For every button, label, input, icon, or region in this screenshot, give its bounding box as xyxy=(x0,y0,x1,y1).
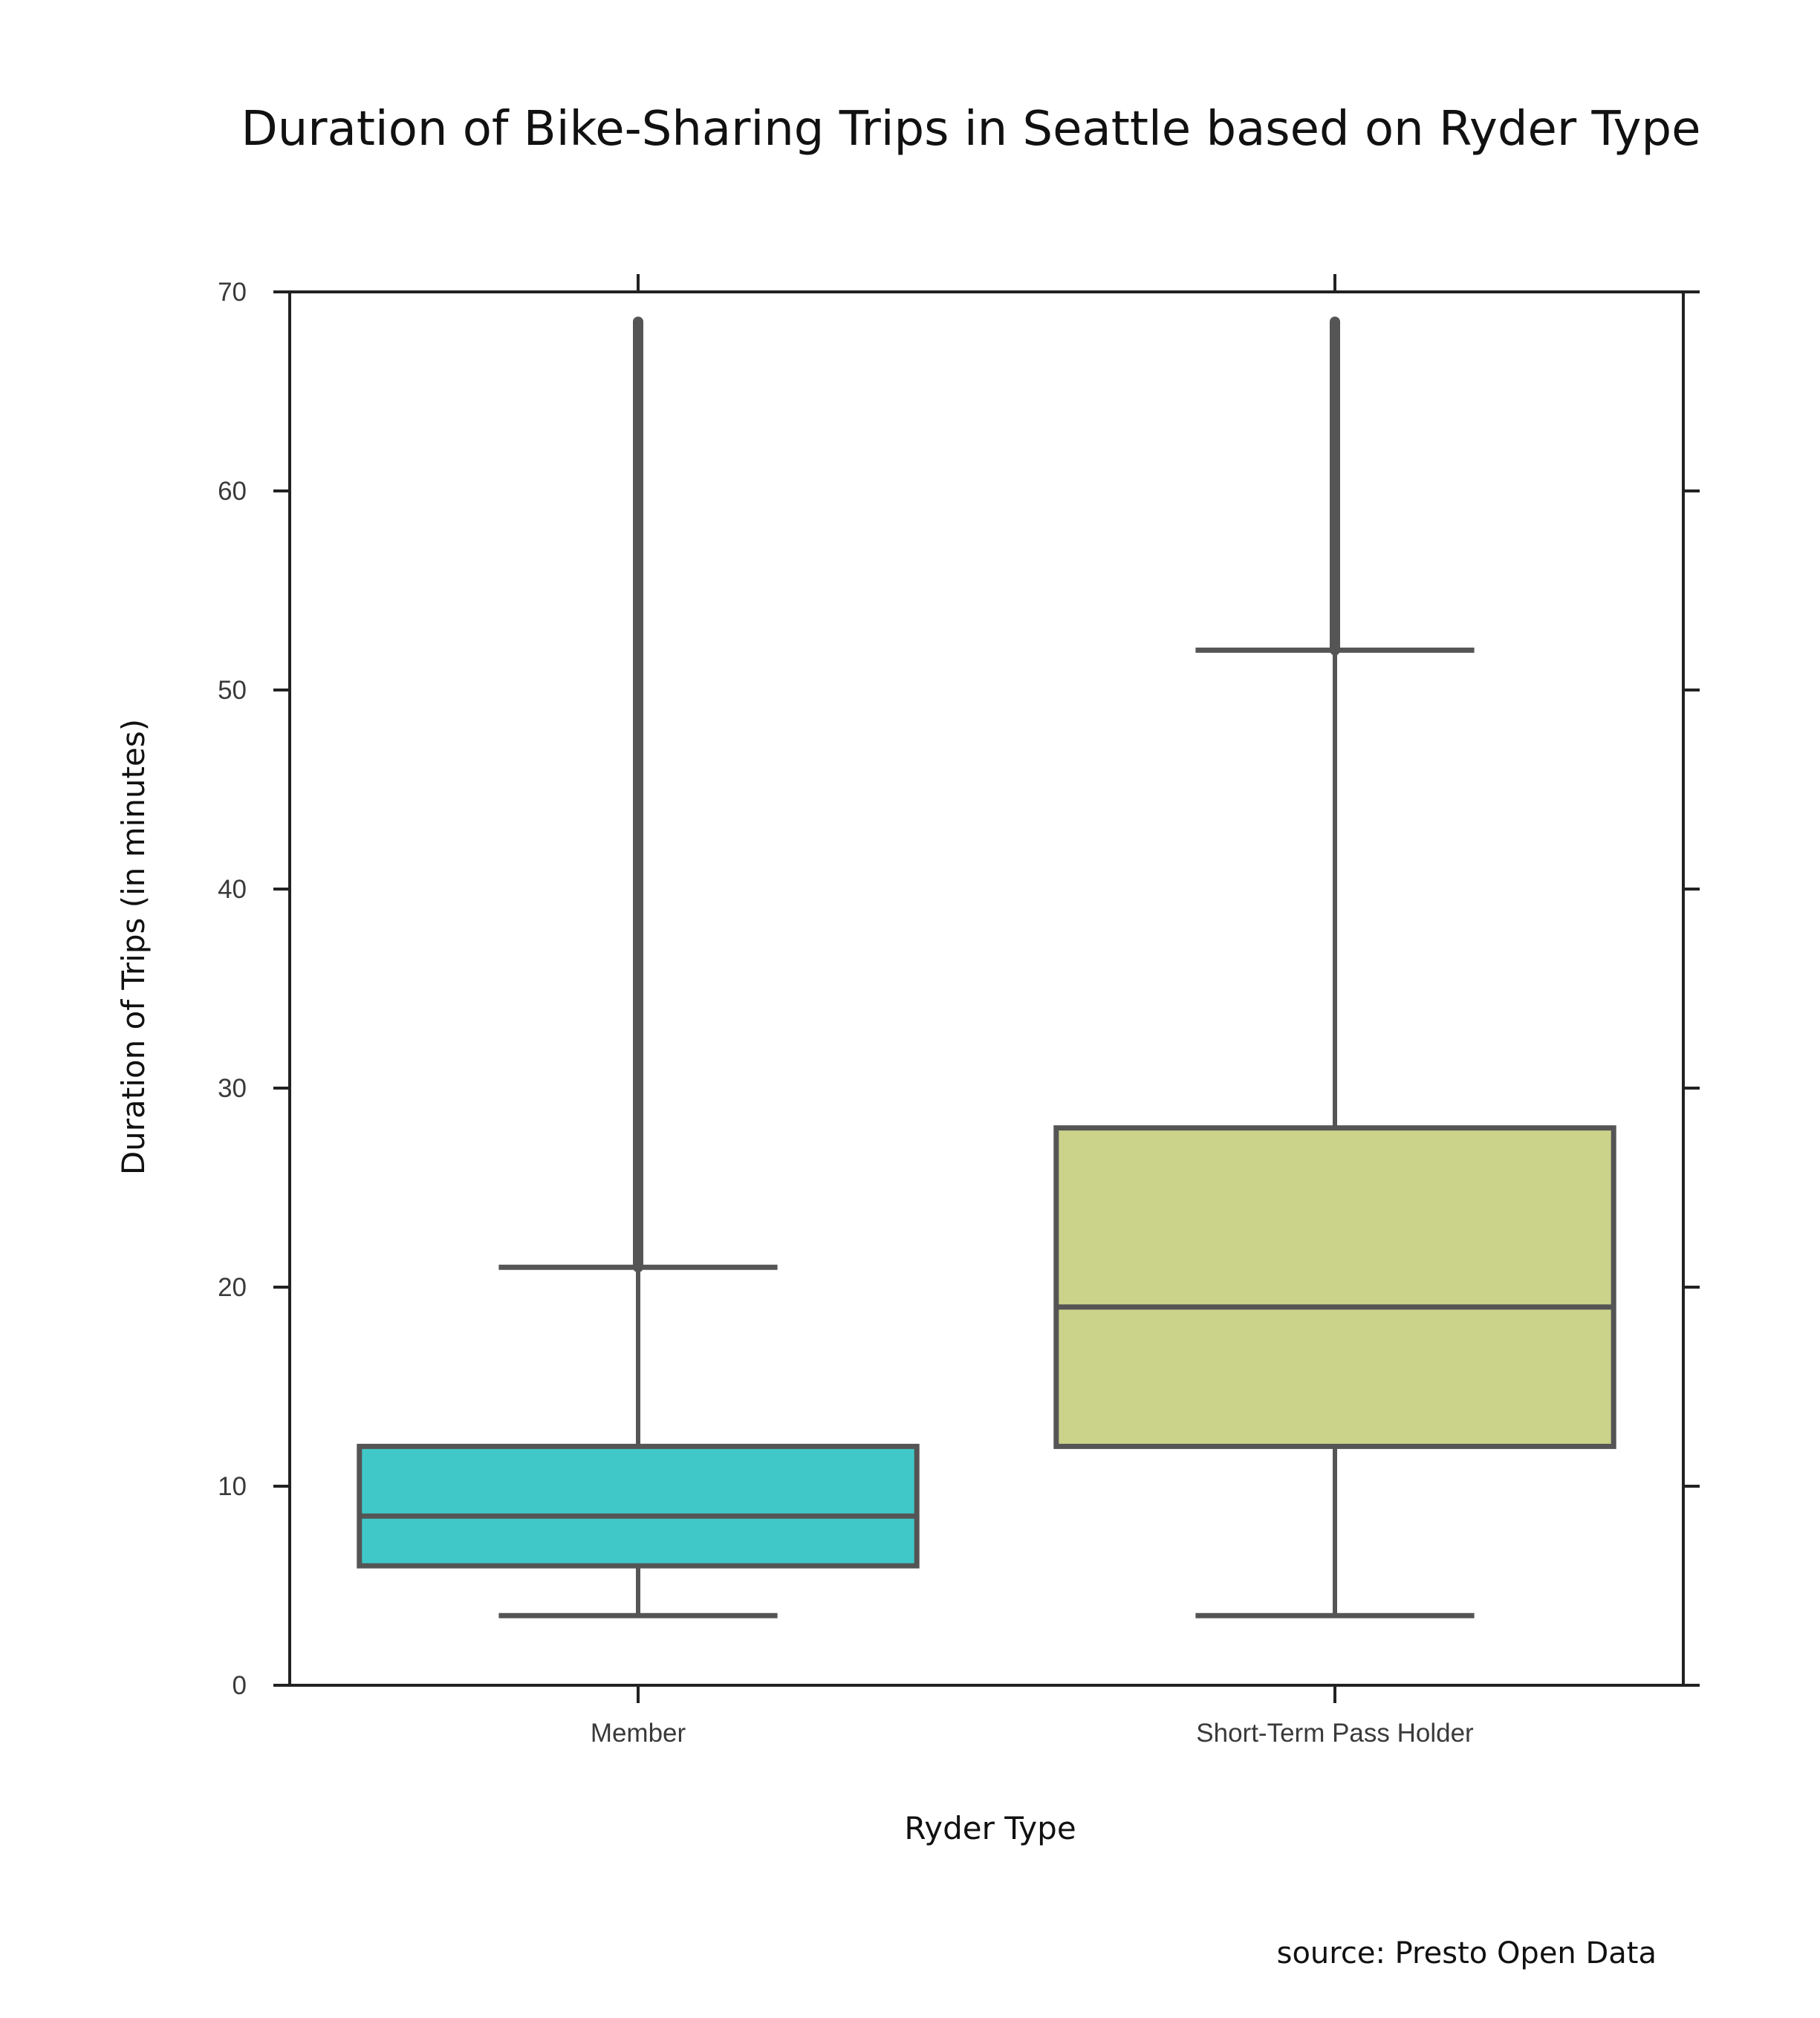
y-tick-label: 70 xyxy=(218,278,247,307)
interquartile-box xyxy=(357,1443,920,1569)
box-plots xyxy=(357,316,1616,1618)
source-note: source: Presto Open Data xyxy=(1277,1936,1657,1970)
x-axis-title: Ryder Type xyxy=(904,1810,1076,1846)
x-tick-label: Short-Term Pass Holder xyxy=(1196,1719,1474,1748)
x-axis: Member Short-Term Pass Holder xyxy=(591,274,1474,1748)
interquartile-box xyxy=(1053,1125,1616,1449)
box-short-term-pass-holder xyxy=(1053,316,1616,1618)
y-axis-title: Duration of Trips (in minutes) xyxy=(115,719,152,1175)
plot-frame xyxy=(288,290,1685,1687)
x-tick-label: Member xyxy=(591,1719,686,1748)
chart-title: Duration of Bike-Sharing Trips in Seattl… xyxy=(241,102,1700,157)
y-tick-label: 60 xyxy=(218,477,247,506)
y-tick-label: 0 xyxy=(233,1671,247,1700)
y-tick-label: 20 xyxy=(218,1273,247,1302)
y-axis: 0 10 20 30 40 50 60 70 xyxy=(218,278,1700,1700)
box-member xyxy=(357,316,920,1618)
y-tick-label: 40 xyxy=(218,875,247,904)
y-tick-label: 30 xyxy=(218,1074,247,1103)
y-tick-label: 10 xyxy=(218,1472,247,1501)
y-tick-label: 50 xyxy=(218,676,247,705)
